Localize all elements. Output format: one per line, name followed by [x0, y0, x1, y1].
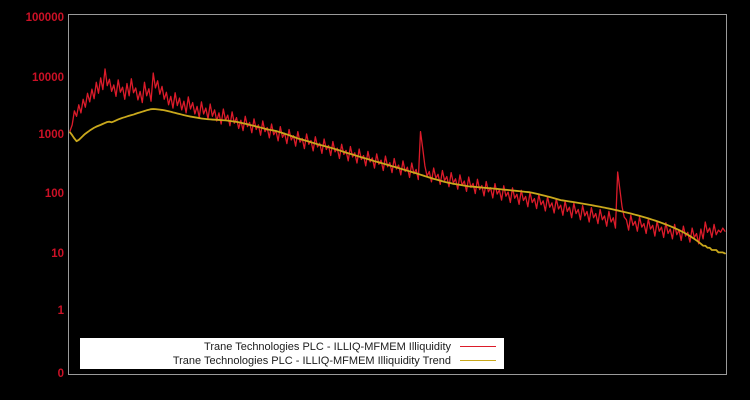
chart-legend: Trane Technologies PLC - ILLIQ-MFMEM Ill…	[80, 338, 504, 369]
illiquidity-line	[69, 68, 726, 245]
y-tick-label: 0	[57, 368, 64, 380]
y-tick-label: 10	[51, 248, 64, 260]
plot-area	[68, 14, 727, 375]
legend-label: Trane Technologies PLC - ILLIQ-MFMEM Ill…	[204, 340, 451, 353]
legend-item: Trane Technologies PLC - ILLIQ-MFMEM Ill…	[80, 354, 504, 368]
illiquidity-trend-line	[69, 108, 726, 255]
y-tick-label: 1	[57, 305, 64, 317]
y-tick-label: 100	[44, 188, 64, 200]
legend-label: Trane Technologies PLC - ILLIQ-MFMEM Ill…	[172, 354, 451, 367]
y-axis-tick-labels: 100000 10000 1000 100 10 1 0	[0, 0, 64, 400]
y-tick-label: 1000	[38, 129, 64, 141]
legend-color-swatch-trend	[460, 360, 496, 361]
y-tick-label: 100000	[25, 12, 64, 24]
legend-item: Trane Technologies PLC - ILLIQ-MFMEM Ill…	[80, 340, 504, 354]
series-plot	[69, 68, 726, 255]
legend-color-swatch-illiquidity	[460, 346, 496, 347]
y-tick-label: 10000	[32, 72, 64, 84]
